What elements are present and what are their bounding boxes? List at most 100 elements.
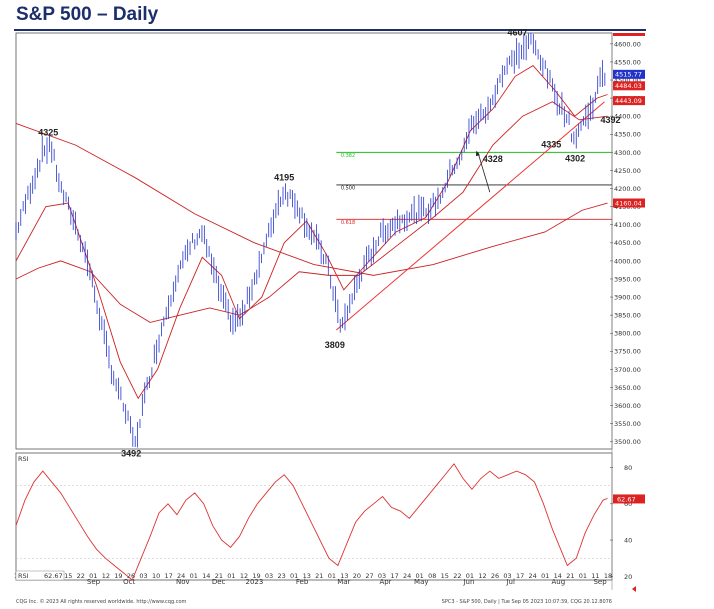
x-day-label: 08 bbox=[428, 572, 436, 580]
x-day-label: 17 bbox=[390, 572, 398, 580]
rsi-value-badge bbox=[613, 494, 645, 504]
y-tick-label: 3500.00 bbox=[614, 438, 641, 446]
x-month-label: Apr bbox=[379, 578, 391, 586]
x-day-label: 13 bbox=[303, 572, 311, 580]
y-tick-label: 3650.00 bbox=[614, 384, 641, 392]
x-day-label: 18 bbox=[604, 572, 612, 580]
rsi-value-badge-label: 62.67 bbox=[617, 495, 636, 503]
title-underline bbox=[14, 29, 646, 31]
y-tick-label: 4100.00 bbox=[614, 221, 641, 229]
x-month-label: Aug bbox=[552, 578, 566, 586]
x-month-label: Nov bbox=[176, 578, 190, 586]
fib-level-label: 0.382 bbox=[341, 153, 355, 159]
x-day-label: 03 bbox=[265, 572, 273, 580]
top-price-marker bbox=[613, 33, 645, 36]
x-month-label: May bbox=[414, 578, 428, 586]
x-day-label: 01 bbox=[579, 572, 587, 580]
x-day-label: 21 bbox=[215, 572, 223, 580]
price-badge bbox=[613, 69, 645, 79]
y-tick-label: 3800.00 bbox=[614, 330, 641, 338]
x-day-label: 11 bbox=[591, 572, 599, 580]
price-badge-label: 4515.77 bbox=[615, 71, 642, 79]
rsi-tick-label: 80 bbox=[624, 464, 632, 472]
x-month-label: Jul bbox=[505, 578, 515, 586]
x-day-label: 01 bbox=[190, 572, 198, 580]
price-badge-label: 4484.03 bbox=[615, 82, 642, 90]
x-day-label: 10 bbox=[152, 572, 160, 580]
x-day-label: 22 bbox=[77, 572, 85, 580]
x-day-label: 26 bbox=[491, 572, 499, 580]
y-tick-label: 3700.00 bbox=[614, 366, 641, 374]
x-day-label: 01 bbox=[227, 572, 235, 580]
rsi-tick-label: 20 bbox=[624, 573, 632, 581]
y-tick-label: 3900.00 bbox=[614, 293, 641, 301]
price-badge bbox=[613, 81, 645, 91]
scroll-arrow-icon[interactable] bbox=[632, 586, 636, 592]
x-day-label: 24 bbox=[177, 572, 185, 580]
pivot-annotation: 3492 bbox=[121, 449, 141, 459]
x-day-label: 12 bbox=[478, 572, 486, 580]
x-month-label: 2023 bbox=[245, 578, 263, 586]
x-day-label: 01 bbox=[466, 572, 474, 580]
moving-average-line bbox=[15, 101, 608, 323]
price-badge-label: 4160.04 bbox=[615, 199, 642, 207]
footer-copyright: CQG Inc. © 2023 All rights reserved worl… bbox=[16, 598, 187, 605]
x-day-label: 13 bbox=[340, 572, 348, 580]
x-day-label: 01 bbox=[416, 572, 424, 580]
fib-level-label: 0.618 bbox=[341, 220, 355, 226]
x-day-label: 01 bbox=[89, 572, 97, 580]
x-day-label: 24 bbox=[403, 572, 411, 580]
pivot-annotation: 4392 bbox=[601, 115, 621, 125]
fib-level-label: 0.500 bbox=[341, 185, 355, 191]
rsi-panel-frame bbox=[15, 452, 613, 581]
y-tick-label: 4350.00 bbox=[614, 131, 641, 139]
rsi-tick-label: 60 bbox=[624, 500, 632, 508]
x-day-label: 17 bbox=[164, 572, 172, 580]
x-month-label: Mar bbox=[337, 578, 350, 586]
x-day-label: 01 bbox=[328, 572, 336, 580]
x-day-label: 12 bbox=[240, 572, 248, 580]
support-trendline bbox=[336, 101, 605, 331]
x-month-label: Feb bbox=[296, 578, 309, 586]
y-tick-label: 3850.00 bbox=[614, 312, 641, 320]
x-day-label: 27 bbox=[365, 572, 373, 580]
rsi-readout-box bbox=[15, 570, 65, 581]
x-day-label: 03 bbox=[503, 572, 511, 580]
x-day-label: 22 bbox=[453, 572, 461, 580]
y-tick-label: 4200.00 bbox=[614, 185, 641, 193]
moving-average-line bbox=[15, 123, 608, 276]
x-day-label: 21 bbox=[566, 572, 574, 580]
x-day-label: 21 bbox=[315, 572, 323, 580]
x-day-label: 14 bbox=[554, 572, 562, 580]
x-day-label: 01 bbox=[541, 572, 549, 580]
annotation-arrowhead bbox=[475, 150, 480, 156]
annotation-arrow bbox=[477, 152, 491, 193]
y-tick-label: 4300.00 bbox=[614, 149, 641, 157]
x-month-label: Oct bbox=[123, 578, 135, 586]
x-day-label: 14 bbox=[202, 572, 210, 580]
rsi-line bbox=[15, 463, 608, 581]
pivot-annotation: 4302 bbox=[565, 154, 585, 164]
y-tick-label: 3550.00 bbox=[614, 420, 641, 428]
x-day-label: 01 bbox=[290, 572, 298, 580]
y-tick-label: 4500.00 bbox=[614, 76, 641, 84]
x-day-label: 03 bbox=[378, 572, 386, 580]
footer-chart-info: SPC3 - S&P 500, Daily | Tue Sep 05 2023 … bbox=[442, 599, 612, 605]
price-badge bbox=[613, 198, 645, 208]
x-day-label: 26 bbox=[127, 572, 135, 580]
y-tick-label: 3950.00 bbox=[614, 275, 641, 283]
y-tick-label: 3600.00 bbox=[614, 402, 641, 410]
pivot-annotation: 4195 bbox=[274, 172, 294, 182]
x-month-label: Dec bbox=[212, 578, 226, 586]
price-badge-label: 4443.09 bbox=[615, 97, 642, 105]
pivot-annotation: 3809 bbox=[325, 340, 345, 350]
x-month-label: Jun bbox=[462, 578, 474, 586]
rsi-tick-label: 40 bbox=[624, 536, 632, 544]
y-tick-label: 4000.00 bbox=[614, 257, 641, 265]
pivot-annotation: 4328 bbox=[483, 154, 503, 164]
x-month-label: Sep bbox=[593, 578, 607, 586]
chart-title: S&P 500 – Daily bbox=[16, 4, 159, 25]
x-day-label: 03 bbox=[139, 572, 147, 580]
rsi-title: RSI bbox=[18, 455, 29, 463]
